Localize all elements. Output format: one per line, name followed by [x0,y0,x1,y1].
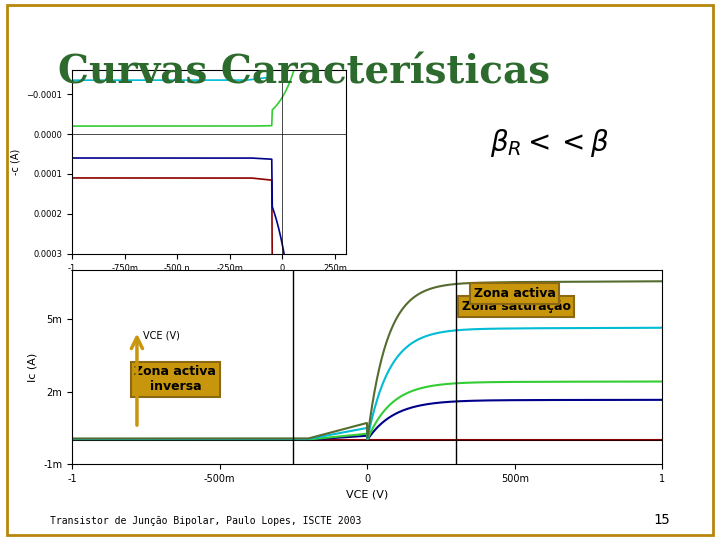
Text: VCE (V): VCE (V) [143,330,180,340]
Text: Zona activa: Zona activa [474,287,556,300]
Y-axis label: Ic (A): Ic (A) [27,353,37,382]
Text: Transistor de Junção Bipolar, Paulo Lopes, ISCTE 2003: Transistor de Junção Bipolar, Paulo Lope… [50,516,361,526]
Text: Zona activa
inversa: Zona activa inversa [135,366,216,393]
X-axis label: VCE (V): VCE (V) [190,278,228,288]
Text: Curvas Características: Curvas Características [58,54,550,92]
Text: Zona saturação: Zona saturação [462,300,571,313]
Text: 15: 15 [653,513,670,527]
Text: $\beta_R << \beta$: $\beta_R << \beta$ [490,127,608,159]
X-axis label: VCE (V): VCE (V) [346,490,388,500]
Y-axis label: -c (A): -c (A) [11,149,21,175]
